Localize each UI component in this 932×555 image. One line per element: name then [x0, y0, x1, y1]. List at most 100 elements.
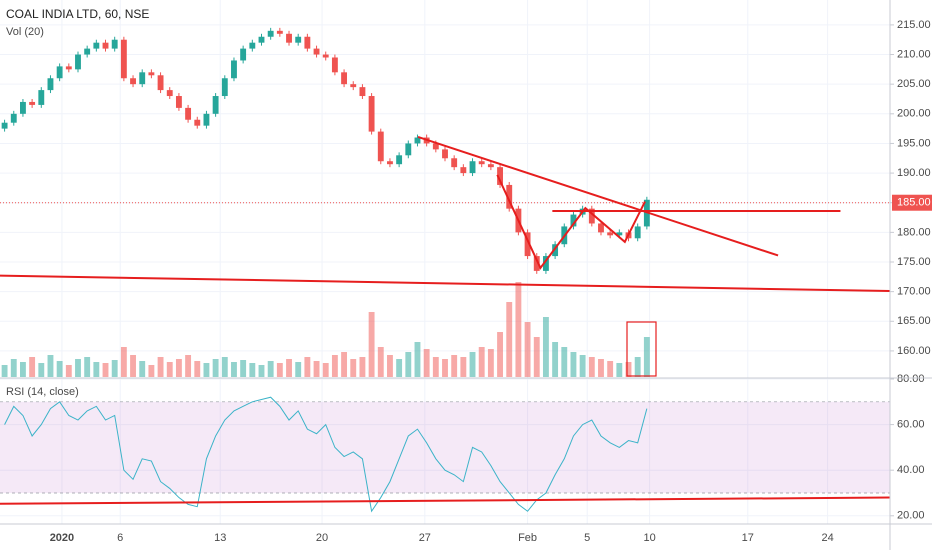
volume-bar	[414, 342, 421, 377]
candle-body	[460, 167, 467, 174]
candle-body	[203, 113, 210, 126]
volume-bar	[56, 361, 63, 377]
rsi-tick-label: 60.00	[897, 419, 925, 431]
grid	[0, 0, 890, 524]
volume-bar	[322, 363, 329, 377]
volume-bar	[194, 361, 201, 377]
volume-bar	[304, 357, 311, 377]
volume-bar	[38, 363, 45, 377]
candle-body	[533, 256, 540, 271]
volume-bar	[331, 355, 338, 377]
volume-bar	[267, 361, 274, 377]
candle-body	[194, 119, 201, 126]
candle-body	[240, 48, 247, 61]
candle-body	[368, 96, 375, 132]
candle-body	[267, 30, 274, 37]
x-tick-label: 24	[821, 532, 833, 544]
volume-bar	[166, 362, 173, 377]
rsi-line	[4, 396, 648, 513]
trend-line	[496, 174, 646, 270]
volume-bar	[20, 362, 26, 377]
volume-bar	[616, 363, 623, 377]
candle-body	[322, 54, 329, 58]
volume-bar	[634, 357, 641, 377]
y-tick-label: 190.00	[897, 167, 931, 179]
x-tick-label: 6	[117, 532, 123, 544]
candle-body	[249, 42, 256, 49]
volume-bar	[460, 357, 467, 377]
price-pane	[0, 27, 890, 377]
last-price-label: 185.00	[897, 197, 931, 209]
volume-bar	[377, 347, 384, 377]
candle-body	[331, 57, 338, 73]
candle-body	[258, 36, 265, 43]
candle-body	[166, 90, 173, 97]
candle-body	[387, 161, 393, 165]
candle-body	[120, 39, 127, 79]
candle-body	[75, 54, 81, 70]
candle-body	[304, 36, 311, 49]
volume-bar	[240, 360, 247, 377]
volume-bar	[625, 362, 632, 377]
candle-body	[607, 232, 614, 236]
volume-bar	[120, 347, 127, 377]
volume-bar	[221, 357, 228, 377]
volume-bar	[561, 347, 568, 377]
volume-bar	[295, 362, 302, 377]
x-tick-label: 10	[643, 532, 655, 544]
volume-bar	[643, 337, 650, 377]
volume-bar	[405, 352, 412, 377]
volume-bar	[258, 365, 265, 377]
candle-body	[506, 184, 513, 209]
volume-bar	[451, 355, 458, 377]
volume-bar	[203, 363, 210, 377]
volume-bar	[111, 360, 118, 377]
candle-body	[276, 30, 283, 34]
candle-body	[469, 161, 476, 174]
volume-bar	[552, 342, 559, 377]
volume-bar	[102, 363, 109, 377]
rsi-pane	[0, 396, 890, 513]
candle-body	[598, 223, 604, 233]
candle-body	[139, 72, 146, 85]
volume-bar	[423, 349, 430, 377]
candle-body	[221, 78, 228, 97]
volume-bar	[47, 355, 54, 377]
y-tick-label: 160.00	[897, 345, 931, 357]
candle-body	[148, 72, 155, 76]
candle-body	[552, 244, 559, 257]
candle-body	[1, 122, 8, 129]
volume-bar	[93, 362, 100, 377]
candle-body	[570, 214, 577, 227]
candle-body	[350, 84, 357, 88]
candle-body	[414, 137, 421, 144]
trend-line	[0, 274, 890, 293]
candle-body	[295, 36, 302, 43]
candle-body	[212, 96, 219, 114]
candle-body	[634, 226, 641, 239]
candle-body	[396, 155, 403, 165]
rsi-label: RSI (14, close)	[6, 386, 79, 398]
x-tick-label: 17	[742, 532, 754, 544]
y-tick-label: 165.00	[897, 315, 931, 327]
volume-bar	[542, 317, 549, 377]
volume-bar	[139, 361, 146, 377]
candle-body	[341, 72, 348, 85]
volume-bar	[75, 359, 81, 377]
candle-body	[65, 66, 72, 70]
candle-body	[432, 143, 439, 150]
volume-highlight-box	[626, 321, 657, 377]
volume-bar	[524, 322, 531, 377]
volume-bar	[432, 357, 439, 377]
candle-body	[487, 164, 494, 168]
volume-bar	[497, 332, 503, 377]
candle-body	[93, 42, 100, 49]
candle-body	[616, 232, 623, 236]
volume-bar	[29, 357, 36, 377]
candle-body	[56, 66, 63, 79]
x-tick-label: 13	[214, 532, 226, 544]
candle-body	[542, 256, 549, 271]
rsi-tick-label: 80.00	[897, 373, 925, 385]
